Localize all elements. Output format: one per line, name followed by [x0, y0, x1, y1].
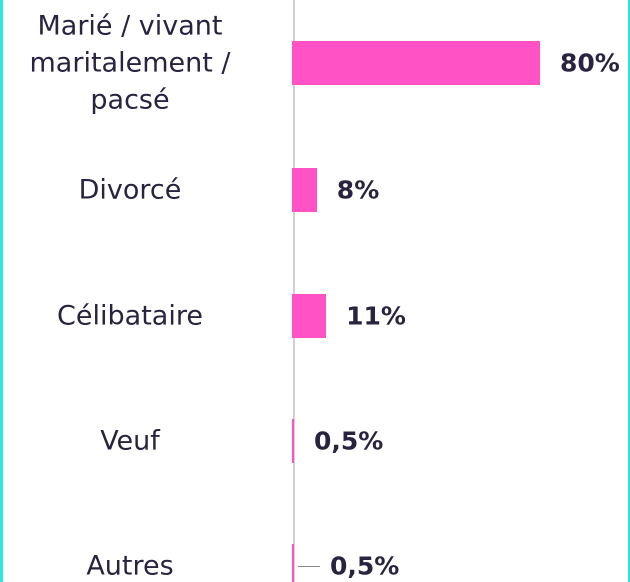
axis-line: [293, 0, 295, 582]
category-label: Autres: [86, 550, 174, 582]
bar: [292, 168, 317, 212]
category-label: Divorcé: [78, 174, 182, 206]
category-label: Célibataire: [57, 300, 203, 332]
value-label: 80%: [560, 48, 620, 78]
value-label: 0,5%: [314, 426, 384, 456]
bar: [292, 544, 294, 582]
category-label: Veuf: [100, 425, 160, 457]
value-label: 0,5%: [330, 551, 400, 581]
bar: [292, 419, 294, 463]
bar: [292, 294, 327, 338]
category-label: Marié / vivant maritalement / pacsé: [29, 10, 231, 116]
leader-line: [298, 566, 320, 567]
value-label: 8%: [336, 175, 380, 205]
value-label: 11%: [346, 301, 406, 331]
bar: [292, 41, 540, 85]
